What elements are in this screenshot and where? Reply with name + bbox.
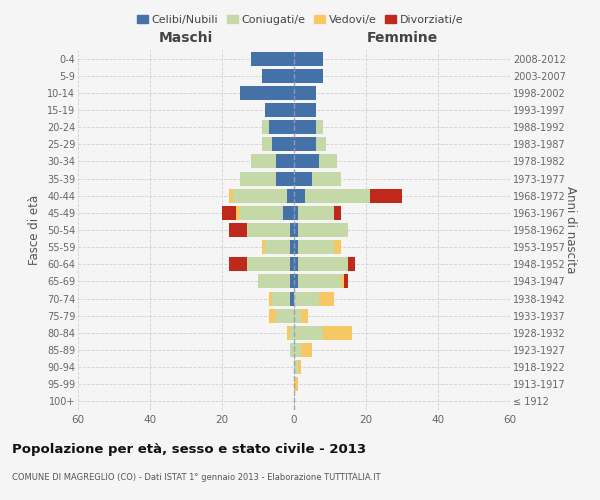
Bar bbox=[298, 274, 341, 288]
Bar bbox=[298, 223, 348, 237]
Bar bbox=[258, 274, 290, 288]
Bar bbox=[312, 172, 341, 185]
Bar bbox=[294, 292, 319, 306]
Bar bbox=[287, 326, 290, 340]
Bar bbox=[294, 188, 305, 202]
Bar bbox=[290, 240, 294, 254]
Bar bbox=[283, 206, 294, 220]
Bar bbox=[272, 138, 294, 151]
Bar bbox=[290, 326, 294, 340]
Bar bbox=[294, 326, 323, 340]
Bar bbox=[294, 86, 316, 100]
Bar bbox=[240, 86, 294, 100]
Bar bbox=[341, 274, 344, 288]
Bar bbox=[276, 154, 294, 168]
Bar bbox=[290, 343, 294, 357]
Bar bbox=[344, 274, 348, 288]
Bar bbox=[276, 308, 294, 322]
Bar bbox=[229, 188, 233, 202]
Bar bbox=[287, 188, 294, 202]
Bar bbox=[298, 258, 348, 272]
Bar bbox=[323, 326, 352, 340]
Bar bbox=[222, 206, 236, 220]
Y-axis label: Fasce di età: Fasce di età bbox=[28, 195, 41, 265]
Bar bbox=[247, 258, 290, 272]
Bar bbox=[294, 206, 298, 220]
Bar bbox=[272, 292, 290, 306]
Bar bbox=[229, 223, 247, 237]
Bar bbox=[334, 240, 341, 254]
Bar bbox=[294, 343, 301, 357]
Legend: Celibi/Nubili, Coniugati/e, Vedovi/e, Divorziati/e: Celibi/Nubili, Coniugati/e, Vedovi/e, Di… bbox=[132, 10, 468, 29]
Bar bbox=[236, 206, 240, 220]
Bar bbox=[262, 68, 294, 82]
Bar bbox=[294, 240, 298, 254]
Bar bbox=[251, 154, 276, 168]
Bar bbox=[294, 378, 298, 392]
Y-axis label: Anni di nascita: Anni di nascita bbox=[564, 186, 577, 274]
Bar bbox=[316, 120, 323, 134]
Bar bbox=[294, 258, 298, 272]
Bar bbox=[294, 223, 298, 237]
Bar bbox=[348, 258, 355, 272]
Bar bbox=[294, 68, 323, 82]
Bar bbox=[294, 52, 323, 66]
Bar bbox=[305, 188, 370, 202]
Bar bbox=[262, 240, 265, 254]
Text: Femmine: Femmine bbox=[367, 31, 437, 45]
Bar bbox=[240, 172, 276, 185]
Bar bbox=[290, 223, 294, 237]
Bar bbox=[290, 274, 294, 288]
Bar bbox=[298, 360, 301, 374]
Bar bbox=[319, 154, 337, 168]
Bar bbox=[265, 240, 290, 254]
Bar bbox=[276, 172, 294, 185]
Bar bbox=[240, 206, 283, 220]
Bar bbox=[262, 120, 269, 134]
Bar bbox=[229, 258, 247, 272]
Bar bbox=[294, 120, 316, 134]
Bar bbox=[294, 103, 316, 117]
Bar bbox=[319, 292, 334, 306]
Bar bbox=[294, 360, 298, 374]
Bar bbox=[298, 206, 334, 220]
Text: Maschi: Maschi bbox=[159, 31, 213, 45]
Bar bbox=[269, 292, 272, 306]
Bar bbox=[294, 172, 312, 185]
Bar bbox=[370, 188, 402, 202]
Bar bbox=[294, 274, 298, 288]
Bar bbox=[290, 258, 294, 272]
Bar bbox=[294, 154, 319, 168]
Bar bbox=[269, 308, 276, 322]
Text: COMUNE DI MAGREGLIO (CO) - Dati ISTAT 1° gennaio 2013 - Elaborazione TUTTITALIA.: COMUNE DI MAGREGLIO (CO) - Dati ISTAT 1°… bbox=[12, 472, 380, 482]
Bar bbox=[262, 138, 272, 151]
Bar bbox=[290, 292, 294, 306]
Bar bbox=[269, 120, 294, 134]
Bar bbox=[316, 138, 326, 151]
Bar bbox=[233, 188, 287, 202]
Text: Popolazione per età, sesso e stato civile - 2013: Popolazione per età, sesso e stato civil… bbox=[12, 442, 366, 456]
Bar bbox=[301, 308, 308, 322]
Bar bbox=[334, 206, 341, 220]
Bar bbox=[251, 52, 294, 66]
Bar bbox=[298, 240, 334, 254]
Bar bbox=[294, 308, 301, 322]
Bar bbox=[265, 103, 294, 117]
Bar bbox=[247, 223, 290, 237]
Bar bbox=[294, 138, 316, 151]
Bar bbox=[301, 343, 312, 357]
